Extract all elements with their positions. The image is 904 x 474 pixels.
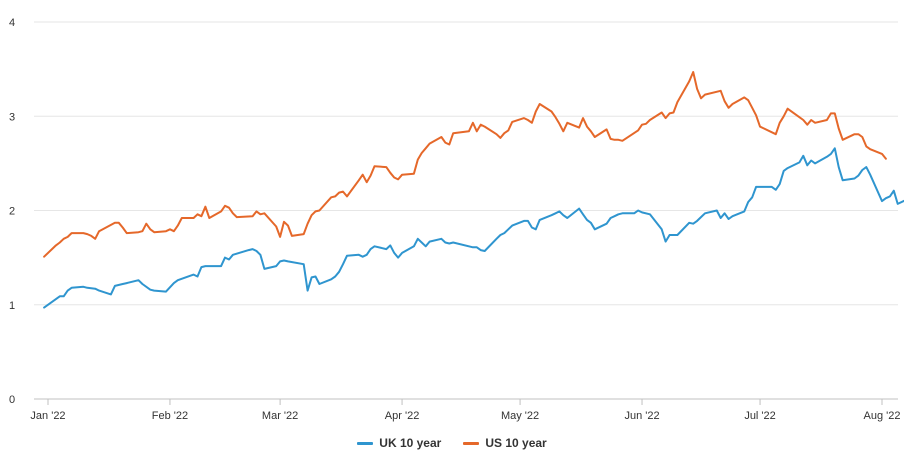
- y-tick-label: 0: [9, 394, 15, 406]
- y-tick-label: 4: [9, 17, 15, 29]
- x-tick-label: Jan '22: [30, 410, 65, 422]
- series-line-us: [43, 71, 887, 258]
- legend-item-uk[interactable]: UK 10 year: [357, 436, 441, 450]
- y-tick-label: 2: [9, 206, 15, 218]
- y-tick-label: 1: [9, 300, 15, 312]
- x-tick-label: Mar '22: [262, 410, 298, 422]
- x-tick-label: Apr '22: [385, 410, 420, 422]
- x-tick-label: Aug '22: [864, 410, 901, 422]
- legend-item-us[interactable]: US 10 year: [463, 436, 547, 450]
- x-tick-label: Feb '22: [152, 410, 188, 422]
- series-line-uk: [43, 147, 904, 309]
- y-tick-label: 3: [9, 111, 15, 123]
- legend-label-uk: UK 10 year: [379, 436, 442, 450]
- x-tick-label: May '22: [501, 410, 539, 422]
- legend-swatch-us: [463, 441, 480, 445]
- legend: UK 10 year US 10 year: [0, 436, 904, 450]
- legend-label-us: US 10 year: [485, 436, 547, 450]
- x-tick-label: Jun '22: [624, 410, 659, 422]
- x-tick-label: Jul '22: [744, 410, 775, 422]
- legend-swatch-uk: [357, 441, 374, 445]
